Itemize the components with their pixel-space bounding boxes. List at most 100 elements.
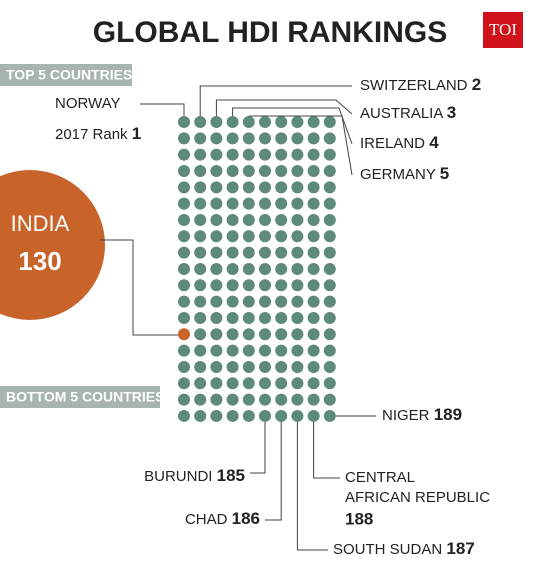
dot	[259, 409, 271, 422]
dot	[275, 246, 288, 259]
dot	[259, 279, 271, 292]
dot	[259, 360, 271, 373]
country-rank: 1	[132, 124, 141, 143]
dot	[178, 377, 190, 390]
dot	[275, 197, 288, 210]
dot	[194, 148, 207, 161]
leader-line	[265, 421, 282, 521]
dot	[242, 360, 255, 373]
dot	[307, 213, 320, 226]
country-rank: 187	[446, 539, 474, 558]
dot	[291, 262, 304, 275]
dot	[259, 213, 271, 226]
dot	[291, 328, 304, 341]
dot	[210, 246, 223, 259]
dot	[275, 295, 288, 308]
dot	[178, 116, 190, 128]
dot	[194, 262, 207, 275]
dot	[307, 279, 320, 292]
dot	[307, 393, 320, 406]
dot	[275, 132, 288, 145]
dot	[194, 360, 207, 373]
dot	[291, 148, 304, 161]
dot	[194, 246, 207, 259]
dot	[226, 295, 239, 308]
country-rank: 2	[472, 75, 481, 94]
dot	[242, 311, 255, 324]
dot	[275, 311, 288, 324]
dot	[323, 295, 336, 308]
dot	[323, 393, 336, 406]
dot	[259, 328, 271, 341]
dot	[194, 328, 207, 341]
dot	[259, 311, 271, 324]
highlight-name: INDIA	[11, 211, 70, 236]
dot	[323, 360, 336, 373]
rank-line: 2017 Rank 1	[55, 124, 141, 143]
dot	[178, 328, 190, 341]
dot	[226, 132, 239, 145]
dot	[242, 409, 255, 422]
dot	[275, 409, 288, 422]
dot	[259, 197, 271, 210]
dot	[178, 279, 190, 292]
dot	[307, 360, 320, 373]
country-name: CHAD	[185, 511, 228, 528]
dot	[226, 344, 239, 357]
dot	[307, 295, 320, 308]
dot	[275, 360, 288, 373]
dot	[291, 164, 304, 177]
dot	[210, 132, 223, 145]
dot	[194, 132, 207, 145]
dot	[275, 262, 288, 275]
dot	[242, 181, 255, 194]
dot	[259, 246, 271, 259]
leader-line	[296, 421, 328, 551]
dot	[242, 279, 255, 292]
dot	[275, 116, 288, 128]
country-rank: 188	[345, 509, 373, 528]
dot	[307, 344, 320, 357]
dot	[323, 132, 336, 145]
dot	[291, 377, 304, 390]
country-label: AUSTRALIA 3	[360, 103, 456, 122]
dot-grid	[178, 116, 336, 422]
bottom-label: BOTTOM 5 COUNTRIES	[6, 389, 164, 405]
dot	[178, 148, 190, 161]
dot	[226, 328, 239, 341]
dot	[210, 164, 223, 177]
country-name: GERMANY	[360, 166, 436, 183]
dot	[259, 230, 271, 243]
dot	[194, 181, 207, 194]
title: GLOBAL HDI RANKINGS	[93, 16, 447, 49]
dot	[275, 279, 288, 292]
dot	[226, 213, 239, 226]
dot	[210, 279, 223, 292]
logo: TOI	[489, 20, 517, 39]
leader-line	[100, 239, 178, 336]
dot	[323, 213, 336, 226]
country-name: AFRICAN REPUBLIC	[345, 489, 490, 506]
top-label: TOP 5 COUNTRIES	[6, 67, 132, 83]
highlight-rank: 130	[18, 246, 61, 276]
dot	[226, 393, 239, 406]
country-rank: 186	[232, 509, 260, 528]
dot	[323, 148, 336, 161]
dot	[194, 377, 207, 390]
dot	[210, 377, 223, 390]
dot	[210, 360, 223, 373]
dot	[226, 148, 239, 161]
dot	[194, 409, 207, 422]
dot	[226, 279, 239, 292]
dot	[323, 311, 336, 324]
dot	[178, 246, 190, 259]
dot	[275, 213, 288, 226]
dot	[275, 164, 288, 177]
dot	[259, 132, 271, 145]
dot	[178, 213, 190, 226]
country-name: NIGER	[382, 407, 430, 424]
dot	[178, 393, 190, 406]
leader-line	[140, 103, 185, 116]
dot	[210, 295, 223, 308]
dot	[194, 295, 207, 308]
